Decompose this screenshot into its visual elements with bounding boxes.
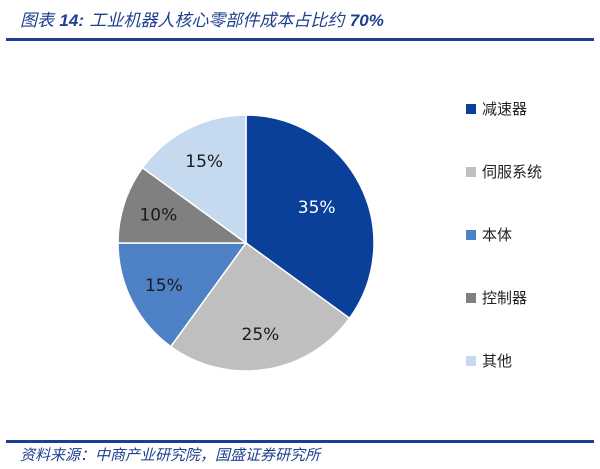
pie-slice-1 xyxy=(245,114,375,320)
legend-item: 本体 xyxy=(466,224,512,245)
figure-number: 14: xyxy=(59,11,84,30)
legend-swatch xyxy=(466,103,476,114)
legend-swatch xyxy=(466,229,476,240)
chart-title: 图表 14: 工业机器人核心零部件成本占比约 70% xyxy=(20,6,384,31)
legend-item: 减速器 xyxy=(466,98,527,119)
bottom-divider xyxy=(6,440,594,443)
slice-label: 35% xyxy=(298,198,336,218)
slice-label: 10% xyxy=(139,206,177,226)
legend-label: 其他 xyxy=(482,352,513,370)
legend-swatch xyxy=(466,166,476,177)
legend-item: 控制器 xyxy=(466,287,527,308)
legend-label: 本体 xyxy=(482,226,513,244)
legend-label: 伺服系统 xyxy=(482,163,543,181)
legend-swatch xyxy=(466,292,476,303)
pie-slice-3 xyxy=(117,242,248,348)
pie-slice-4 xyxy=(117,166,249,244)
legend-item: 其他 xyxy=(466,350,512,371)
slice-label: 25% xyxy=(242,325,280,345)
legend-item: 伺服系统 xyxy=(466,161,542,182)
legend-label: 控制器 xyxy=(482,289,528,307)
legend-swatch xyxy=(466,355,476,366)
slice-label: 15% xyxy=(185,152,223,172)
legend-label: 减速器 xyxy=(482,100,528,118)
pie-slice-5 xyxy=(141,114,247,245)
title-highlight: 70% xyxy=(349,11,384,30)
source-note: 资料来源：中商产业研究院，国盛证券研究所 xyxy=(20,446,321,464)
pie-slice-2 xyxy=(169,241,351,372)
top-divider xyxy=(6,38,594,41)
figure-prefix: 图表 xyxy=(20,11,60,31)
title-text: 工业机器人核心零部件成本占比约 xyxy=(83,11,350,31)
slice-label: 15% xyxy=(145,276,183,296)
